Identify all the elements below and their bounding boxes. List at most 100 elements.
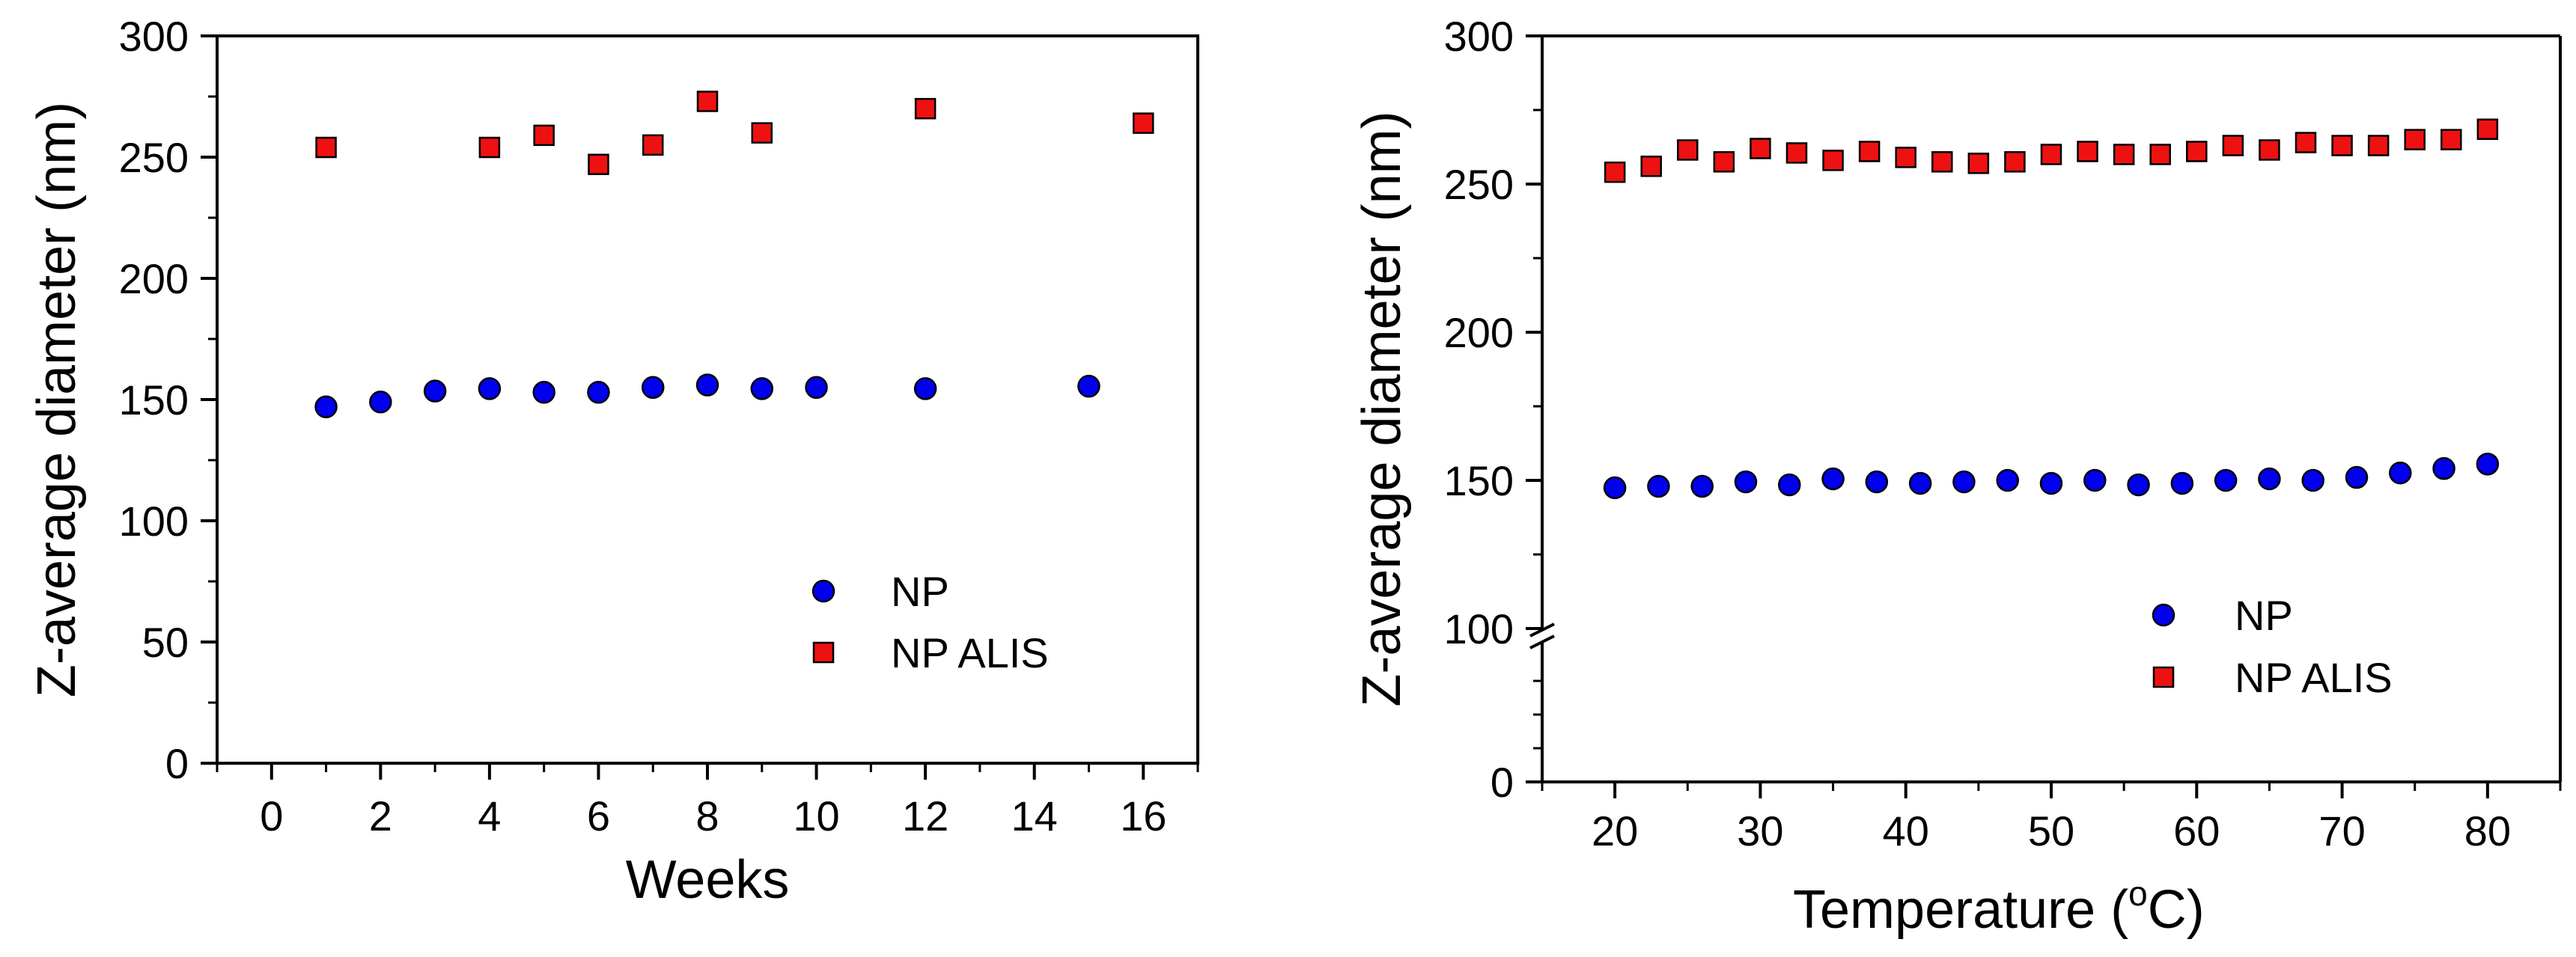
np-alis-point xyxy=(2149,144,2171,165)
y-tick-label: 300 xyxy=(119,13,189,60)
np-alis-point xyxy=(2040,144,2062,165)
np-point xyxy=(2214,468,2238,492)
chart-weeks: 0 50 100 150 200 250 300 0 2 4 6 8 10 12 14 16 Weeks Z-av… xyxy=(27,13,1199,910)
y-tick-label: 200 xyxy=(119,255,189,302)
x-axis-title-unit: C) xyxy=(2148,880,2205,940)
np-alis-point xyxy=(642,134,664,156)
legend-label: NP xyxy=(891,568,949,615)
np-point xyxy=(1908,471,1932,495)
y-tick-label: 0 xyxy=(165,740,189,787)
np-alis-point xyxy=(1640,155,1662,177)
x-tick-label: 2 xyxy=(369,792,392,840)
np-alis-point xyxy=(1931,151,1953,173)
y-tick-label: 150 xyxy=(119,376,189,424)
chart-temperature: 0 100 150 200 250 300 20 30 40 50 60 70 80 Temperatur… xyxy=(1352,13,2562,940)
np-alis-point xyxy=(315,136,337,159)
np-point xyxy=(423,379,447,403)
np-alis-point xyxy=(696,91,719,112)
x-tick-label: 60 xyxy=(2173,807,2220,854)
np-alis-point xyxy=(1677,139,1699,161)
np-point xyxy=(750,377,774,400)
np-alis-point xyxy=(1822,150,1844,171)
np-point xyxy=(369,390,392,414)
np-point xyxy=(1996,468,2019,492)
np-alis-point xyxy=(1713,151,1735,173)
np-alis-point xyxy=(1604,161,1626,183)
np-alis-point xyxy=(1895,147,1916,168)
np-alis-point xyxy=(1132,112,1154,134)
x-axis-title: Temperature (oC) xyxy=(1793,874,2205,940)
np-point xyxy=(478,377,502,400)
np-alis-point xyxy=(2186,141,2208,162)
np-alis-point xyxy=(1967,153,1990,174)
y-tick-label: 0 xyxy=(1491,759,1514,806)
np-point xyxy=(1865,470,1889,494)
np-point xyxy=(641,376,665,400)
x-tick-label: 16 xyxy=(1120,792,1166,840)
np-alis-point xyxy=(2222,135,2244,156)
y-tick-label: 100 xyxy=(1444,605,1514,652)
x-tick-label: 10 xyxy=(793,792,839,840)
np-point xyxy=(1690,474,1714,498)
x-tick-label: 50 xyxy=(2028,807,2074,854)
np-point xyxy=(532,381,555,404)
np-alis-point xyxy=(1858,141,1881,162)
np-alis-point xyxy=(2259,139,2280,161)
y-axis-title: Z-average diameter (nm) xyxy=(27,102,87,697)
x-tick-label: 6 xyxy=(587,792,610,840)
np-alis-point xyxy=(2077,141,2098,162)
y-tick-label: 200 xyxy=(1444,309,1514,356)
x-tick-label: 40 xyxy=(1883,807,1929,854)
np-point xyxy=(1821,467,1845,491)
np-point xyxy=(1734,470,1758,494)
np-alis-point xyxy=(478,136,501,159)
x-tick-label: 30 xyxy=(1737,807,1783,854)
x-tick-label: 4 xyxy=(478,792,501,840)
np-alis-point xyxy=(2476,118,2499,140)
np-alis-point xyxy=(2404,129,2426,150)
x-tick-label: 14 xyxy=(1011,792,1058,840)
np-point xyxy=(2432,456,2455,480)
np-point xyxy=(2127,473,2150,497)
np-point xyxy=(314,395,338,418)
np-alis-point xyxy=(533,124,555,147)
np-alis-point xyxy=(2113,144,2135,165)
np-point xyxy=(2389,461,2412,485)
legend-label: NP ALIS xyxy=(891,629,1049,676)
axis-break-mark xyxy=(1529,635,1555,649)
np-alis-point xyxy=(1785,142,1808,164)
np-alis-point xyxy=(751,122,773,144)
np-alis-point xyxy=(2295,132,2317,153)
x-tick-label: 8 xyxy=(695,792,719,840)
x-tick-label: 20 xyxy=(1592,807,1638,854)
y-tick-label: 250 xyxy=(1444,161,1514,208)
x-tick-label: 12 xyxy=(902,792,949,840)
x-axis-title: Weeks xyxy=(626,850,790,910)
y-tick-label: 150 xyxy=(1444,457,1514,504)
plot-frame xyxy=(216,34,1199,765)
legend-label: NP xyxy=(2235,592,2293,639)
np-point xyxy=(2083,468,2107,492)
np-point xyxy=(1647,474,1670,498)
x-tick-label: 70 xyxy=(2318,807,2365,854)
np-alis-point xyxy=(2004,151,2026,173)
np-alis-point xyxy=(2440,129,2462,150)
legend-marker-np-alis xyxy=(2152,666,2175,688)
legend-marker-np-alis xyxy=(812,641,835,664)
np-point xyxy=(805,376,828,400)
np-point xyxy=(1778,473,1801,497)
x-tick-label: 0 xyxy=(260,792,283,840)
y-axis-title: Z-average diameter (nm) xyxy=(1352,111,1412,706)
np-alis-point xyxy=(2367,135,2390,156)
np-point xyxy=(1952,470,1976,494)
degree-symbol: o xyxy=(2128,874,2148,913)
legend-label: NP ALIS xyxy=(2235,654,2393,701)
y-tick-label: 100 xyxy=(119,498,189,545)
np-point xyxy=(1077,374,1100,398)
np-point xyxy=(913,377,937,400)
np-alis-point xyxy=(588,153,609,175)
np-point xyxy=(2258,467,2281,491)
np-point xyxy=(2301,468,2324,492)
x-tick-label: 80 xyxy=(2464,807,2511,854)
